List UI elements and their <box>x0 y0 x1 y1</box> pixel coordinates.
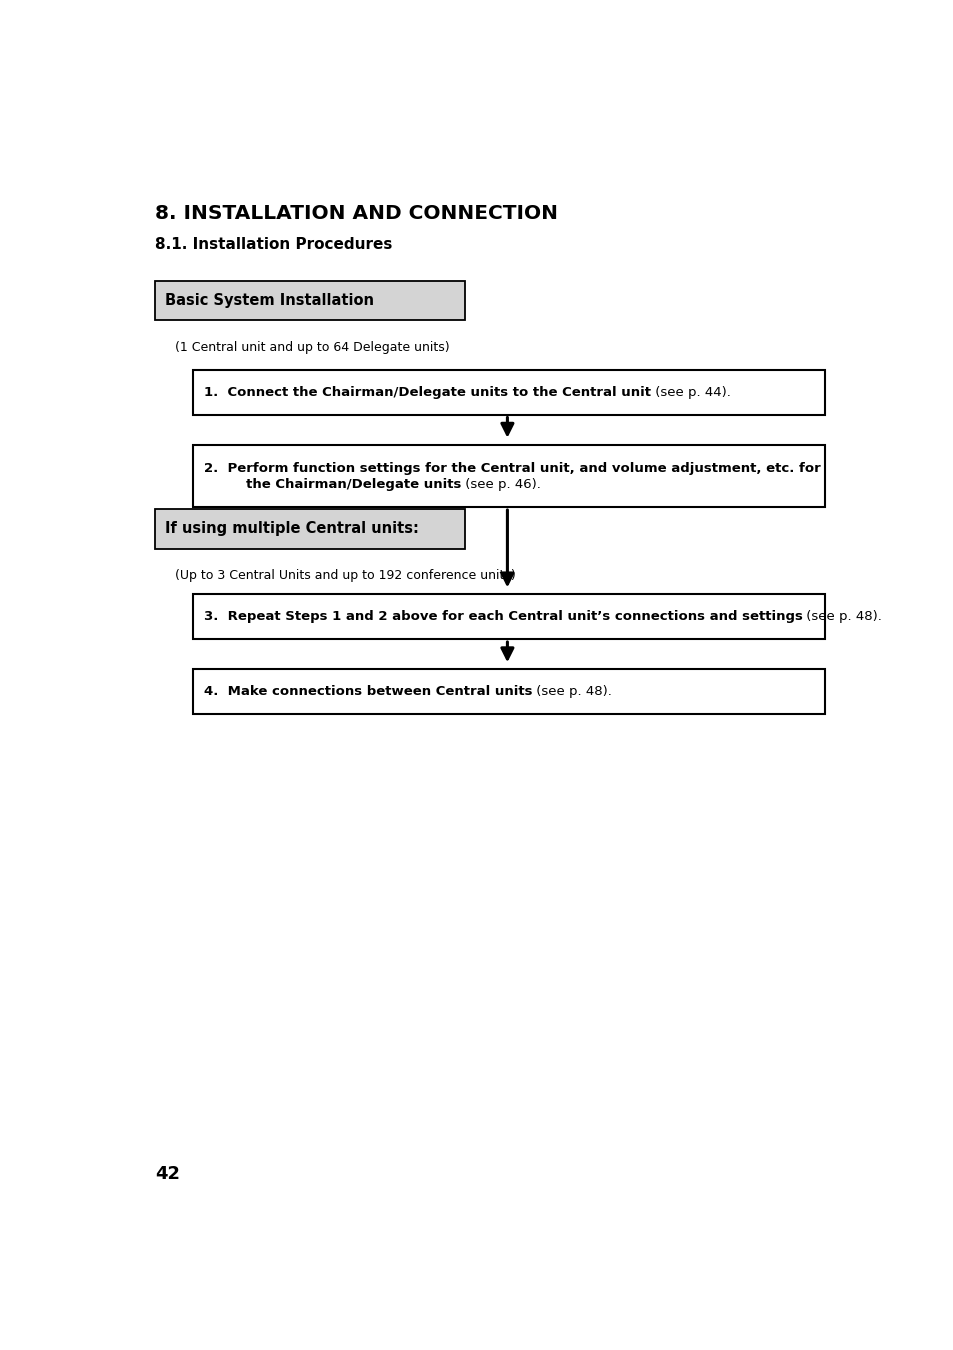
Text: 1.  Connect the Chairman/Delegate units to the Central unit: 1. Connect the Chairman/Delegate units t… <box>203 386 650 398</box>
Bar <box>193 594 824 639</box>
Text: Basic System Installation: Basic System Installation <box>165 293 374 308</box>
Bar <box>193 370 824 414</box>
Text: (1 Central unit and up to 64 Delegate units): (1 Central unit and up to 64 Delegate un… <box>174 340 449 354</box>
Text: (see p. 46).: (see p. 46). <box>460 478 540 491</box>
Text: 1.  Connect the Chairman/Delegate units to the Central unit: 1. Connect the Chairman/Delegate units t… <box>203 386 650 398</box>
Bar <box>154 281 465 320</box>
Text: 2.  Perform function settings for the Central unit, and volume adjustment, etc. : 2. Perform function settings for the Cen… <box>203 462 820 475</box>
Text: the Chairman/Delegate units: the Chairman/Delegate units <box>222 478 460 491</box>
Bar <box>154 509 465 548</box>
Text: 42: 42 <box>154 1165 179 1183</box>
Text: (Up to 3 Central Units and up to 192 conference units): (Up to 3 Central Units and up to 192 con… <box>174 570 515 582</box>
Text: 4.  Make connections between Central units: 4. Make connections between Central unit… <box>203 686 532 698</box>
Text: the Chairman/Delegate units: the Chairman/Delegate units <box>222 478 460 491</box>
Text: (see p. 48).: (see p. 48). <box>801 610 882 624</box>
Text: 8.1. Installation Procedures: 8.1. Installation Procedures <box>154 236 392 252</box>
Text: (see p. 48).: (see p. 48). <box>532 686 611 698</box>
Text: 2.  Perform function settings for the Central unit, and volume adjustment, etc. : 2. Perform function settings for the Cen… <box>203 462 820 475</box>
Text: If using multiple Central units:: If using multiple Central units: <box>165 521 418 536</box>
Bar <box>193 444 824 508</box>
Text: 3.  Repeat Steps 1 and 2 above for each Central unit’s connections and settings: 3. Repeat Steps 1 and 2 above for each C… <box>203 610 801 624</box>
Text: (see p. 44).: (see p. 44). <box>650 386 730 398</box>
Bar <box>193 670 824 714</box>
Text: 8. INSTALLATION AND CONNECTION: 8. INSTALLATION AND CONNECTION <box>154 204 558 223</box>
Text: 3.  Repeat Steps 1 and 2 above for each Central unit’s connections and settings: 3. Repeat Steps 1 and 2 above for each C… <box>203 610 801 624</box>
Text: 4.  Make connections between Central units: 4. Make connections between Central unit… <box>203 686 532 698</box>
